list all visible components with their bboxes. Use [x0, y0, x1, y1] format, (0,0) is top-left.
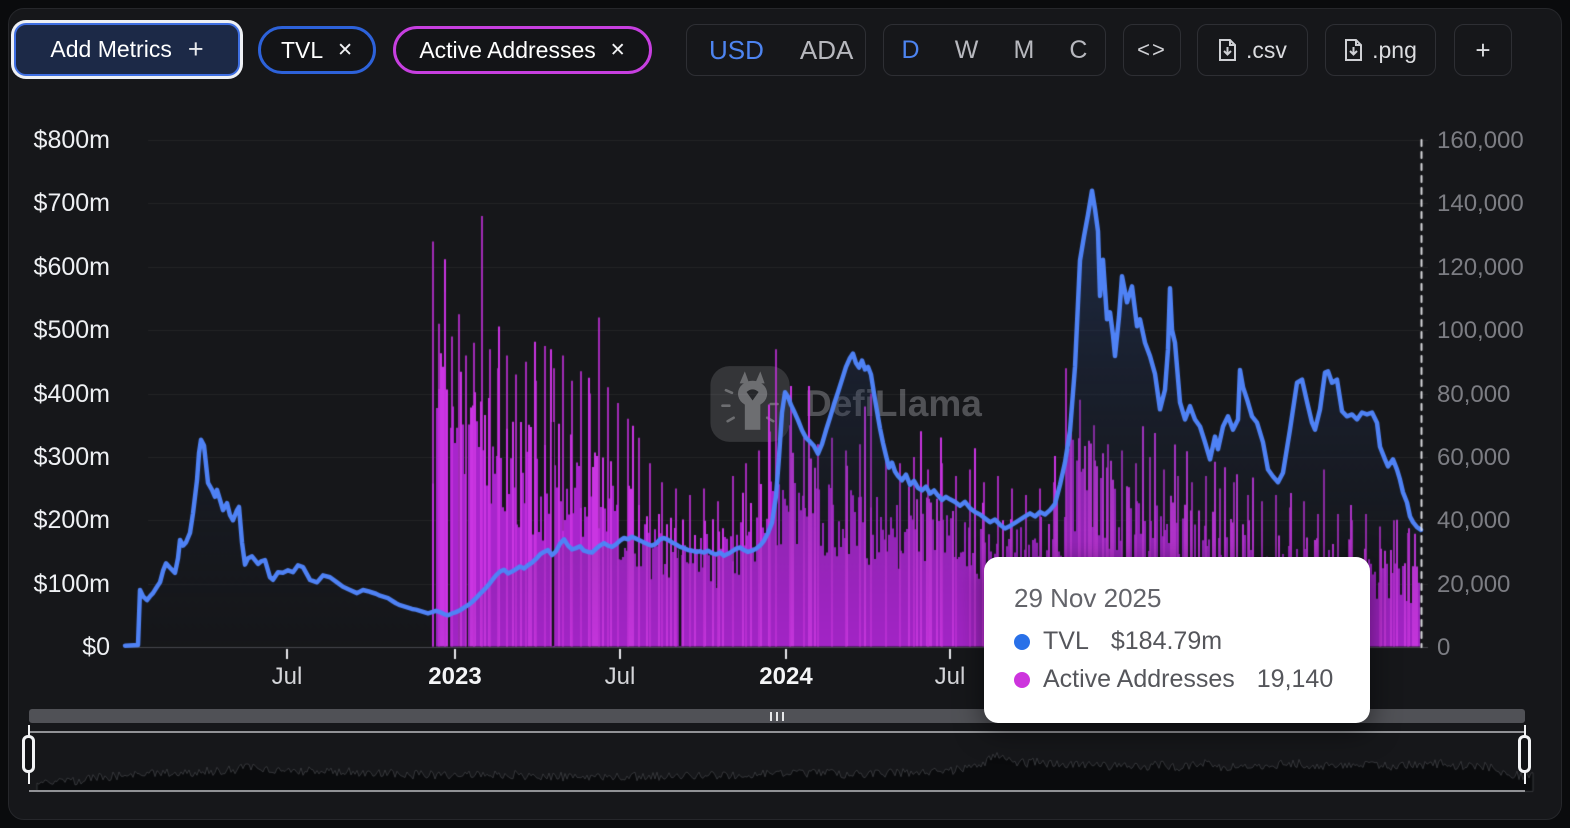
- csv-label: .csv: [1246, 37, 1287, 64]
- file-download-icon: [1344, 39, 1363, 62]
- close-icon[interactable]: ✕: [610, 39, 626, 62]
- x-tick-label: Jul: [935, 663, 966, 691]
- currency-option-ada[interactable]: ADA: [800, 35, 853, 66]
- tooltip-row-tvl: TVL $184.79m: [1014, 627, 1340, 656]
- tooltip-date: 29 Nov 2025: [1014, 583, 1340, 614]
- tooltip-value: 19,140: [1257, 665, 1333, 694]
- download-csv-button[interactable]: .csv: [1197, 24, 1308, 76]
- interval-option-weekly[interactable]: W: [955, 36, 979, 65]
- file-download-icon: [1218, 39, 1237, 62]
- metric-pill-label: Active Addresses: [419, 37, 595, 64]
- plus-icon: +: [1475, 35, 1490, 66]
- code-brackets-icon: <>: [1137, 37, 1167, 63]
- x-tick-label-year: 2024: [759, 663, 812, 691]
- active-addresses-series-dot: [1014, 672, 1030, 688]
- interval-option-monthly[interactable]: M: [1013, 36, 1034, 65]
- interval-option-daily[interactable]: D: [902, 36, 920, 65]
- tvl-series-dot: [1014, 634, 1030, 650]
- add-chart-button[interactable]: +: [1454, 24, 1512, 76]
- metric-pill-tvl[interactable]: TVL ✕: [258, 26, 376, 74]
- brush-top-border: [29, 731, 1525, 733]
- embed-code-button[interactable]: <>: [1123, 24, 1181, 76]
- x-tick-label: Jul: [605, 663, 636, 691]
- tooltip-label: TVL: [1043, 627, 1089, 656]
- tooltip-label: Active Addresses: [1043, 665, 1235, 694]
- png-label: .png: [1372, 37, 1417, 64]
- metric-pill-label: TVL: [281, 37, 323, 64]
- x-tick-label: Jul: [272, 663, 303, 691]
- close-icon[interactable]: ✕: [337, 39, 353, 62]
- interval-toggle: D W M C: [883, 24, 1106, 76]
- download-png-button[interactable]: .png: [1325, 24, 1436, 76]
- interval-option-cumulative[interactable]: C: [1069, 36, 1087, 65]
- brush-left-handle[interactable]: [22, 735, 35, 773]
- brush-right-handle[interactable]: [1518, 735, 1531, 773]
- metric-pill-active-addresses[interactable]: Active Addresses ✕: [393, 26, 652, 74]
- currency-option-usd[interactable]: USD: [709, 35, 764, 66]
- tooltip-value: $184.79m: [1111, 627, 1222, 656]
- brush-bottom-border: [29, 790, 1525, 792]
- add-metrics-label: Add Metrics: [50, 36, 171, 63]
- currency-toggle: USD ADA: [686, 24, 866, 76]
- tooltip-row-active-addresses: Active Addresses 19,140: [1014, 665, 1340, 694]
- chart-tooltip: 29 Nov 2025 TVL $184.79m Active Addresse…: [984, 557, 1370, 723]
- add-metrics-button[interactable]: Add Metrics +: [14, 23, 240, 76]
- plus-icon: +: [188, 34, 204, 65]
- x-tick-label-year: 2023: [428, 663, 481, 691]
